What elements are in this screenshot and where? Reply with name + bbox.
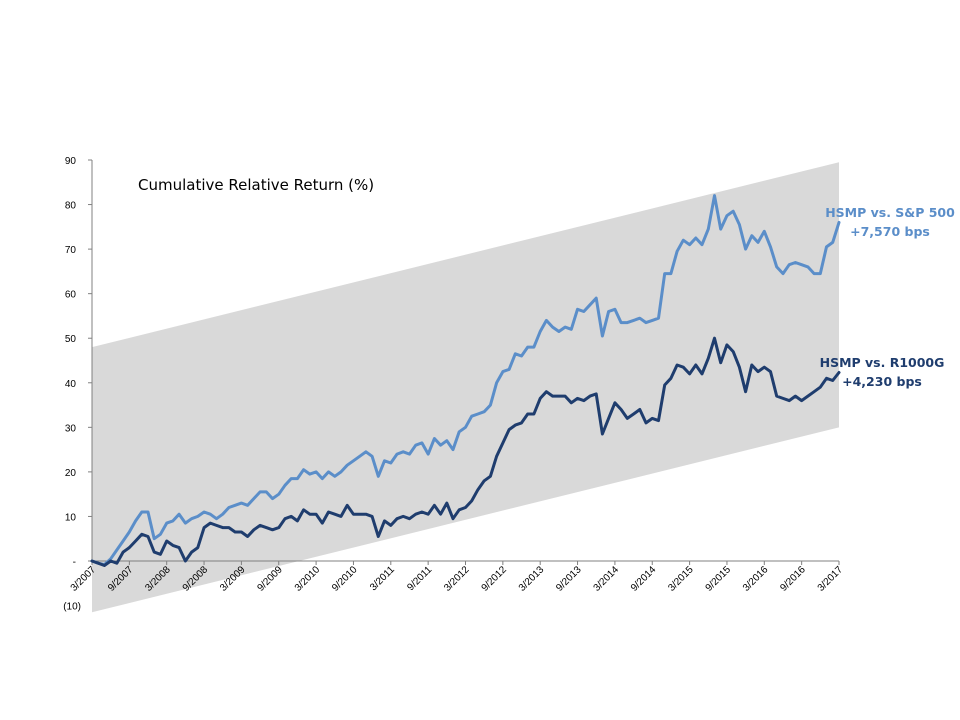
x-tick-label: 3/2015 xyxy=(666,564,696,594)
y-tick-label: (10) xyxy=(63,602,81,613)
range-band xyxy=(92,162,839,613)
x-tick-label: 9/2011 xyxy=(405,564,434,593)
chart-title: Cumulative Relative Return (%) xyxy=(138,176,374,194)
series-label-r1000g-name: HSMP vs. R1000G xyxy=(820,355,945,370)
series-label-sp500-name: HSMP vs. S&P 500 xyxy=(825,205,955,220)
x-tick-label: 3/2017 xyxy=(816,564,846,594)
x-tick-label: 3/2012 xyxy=(442,564,472,594)
x-tick-label: 3/2014 xyxy=(592,564,622,594)
y-tick-labels: 90 80 70 60 50 40 30 20 10 - (10) xyxy=(63,156,92,613)
series-labels: HSMP vs. S&P 500 +7,570 bps HSMP vs. R1000… xyxy=(820,205,955,389)
x-tick-label: 9/2012 xyxy=(480,564,510,594)
x-tick-label: 3/2011 xyxy=(368,564,397,593)
y-tick-label: 60 xyxy=(65,290,77,301)
x-tick-label: 3/2010 xyxy=(293,564,323,594)
y-tick-label: 40 xyxy=(65,379,77,390)
x-tick-label: 3/2013 xyxy=(517,564,547,594)
x-tick-label: 9/2010 xyxy=(330,564,360,594)
y-tick-label: - xyxy=(73,557,76,568)
y-tick-label: 90 xyxy=(65,156,77,167)
series-label-r1000g-value: +4,230 bps xyxy=(842,374,922,389)
series-line-r1000g xyxy=(90,336,841,567)
y-tick-label: 80 xyxy=(65,201,77,212)
y-tick-label: 30 xyxy=(65,423,77,434)
y-tick-label: 50 xyxy=(65,334,77,345)
x-tick-label: 9/2015 xyxy=(704,564,734,594)
series-line-sp500 xyxy=(90,194,841,567)
x-tick-label: 9/2013 xyxy=(554,564,584,594)
y-tick-label: 10 xyxy=(65,512,77,523)
y-tick-label: 20 xyxy=(65,468,77,479)
x-tick-label: 3/2016 xyxy=(741,564,771,594)
y-tick-label: 70 xyxy=(65,245,77,256)
series-lines xyxy=(90,194,841,567)
series-label-sp500-value: +7,570 bps xyxy=(850,224,930,239)
x-tick-label: 9/2016 xyxy=(778,564,808,594)
x-tick-label: 9/2014 xyxy=(629,564,659,594)
